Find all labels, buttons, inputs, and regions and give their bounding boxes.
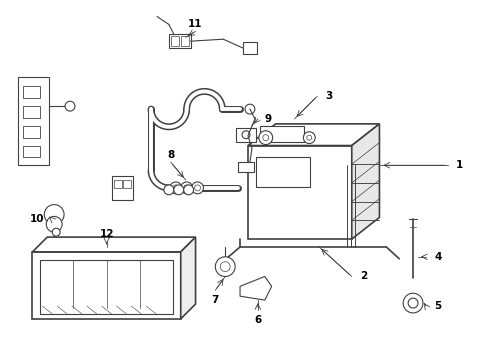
Circle shape xyxy=(220,262,230,271)
Circle shape xyxy=(407,298,417,308)
Bar xyxy=(22,86,41,98)
Text: 10: 10 xyxy=(30,215,44,224)
Circle shape xyxy=(46,216,62,232)
Text: 3: 3 xyxy=(325,91,332,101)
Bar xyxy=(255,157,309,187)
Text: 5: 5 xyxy=(433,301,441,311)
Bar xyxy=(111,176,133,200)
Circle shape xyxy=(183,185,193,195)
Bar xyxy=(123,180,131,188)
Circle shape xyxy=(262,135,268,141)
Polygon shape xyxy=(247,124,379,145)
Text: 11: 11 xyxy=(188,19,203,30)
Polygon shape xyxy=(351,124,379,239)
Bar xyxy=(18,77,49,165)
Bar xyxy=(22,126,41,138)
Circle shape xyxy=(258,131,272,145)
Circle shape xyxy=(191,182,203,194)
Bar xyxy=(243,42,256,54)
Circle shape xyxy=(172,185,179,191)
Circle shape xyxy=(163,185,173,195)
Text: 8: 8 xyxy=(167,150,174,161)
Bar xyxy=(236,128,255,141)
Text: 2: 2 xyxy=(359,271,366,282)
Circle shape xyxy=(173,185,183,195)
Bar xyxy=(181,36,188,46)
Text: 1: 1 xyxy=(455,160,462,170)
Polygon shape xyxy=(32,252,181,319)
Polygon shape xyxy=(32,237,195,252)
Polygon shape xyxy=(240,276,271,300)
Text: 12: 12 xyxy=(99,229,114,239)
Circle shape xyxy=(215,257,235,276)
Circle shape xyxy=(183,185,189,191)
Bar xyxy=(22,106,41,118)
Bar xyxy=(238,162,253,172)
Circle shape xyxy=(44,204,64,224)
Bar xyxy=(22,145,41,157)
Circle shape xyxy=(169,182,182,194)
Circle shape xyxy=(306,135,311,140)
Bar xyxy=(41,260,172,314)
Circle shape xyxy=(242,131,249,139)
Text: 4: 4 xyxy=(433,252,441,262)
Polygon shape xyxy=(181,237,195,319)
Circle shape xyxy=(181,182,192,194)
Bar xyxy=(168,34,190,48)
Text: 7: 7 xyxy=(211,295,219,305)
Bar xyxy=(247,145,351,239)
Circle shape xyxy=(244,104,254,114)
Text: 6: 6 xyxy=(254,315,261,325)
Circle shape xyxy=(194,185,200,191)
Circle shape xyxy=(303,132,315,144)
Circle shape xyxy=(65,101,75,111)
Bar xyxy=(114,180,122,188)
Bar xyxy=(170,36,179,46)
Circle shape xyxy=(52,228,60,236)
Circle shape xyxy=(402,293,422,313)
Text: 9: 9 xyxy=(264,114,271,124)
Bar xyxy=(259,126,304,141)
